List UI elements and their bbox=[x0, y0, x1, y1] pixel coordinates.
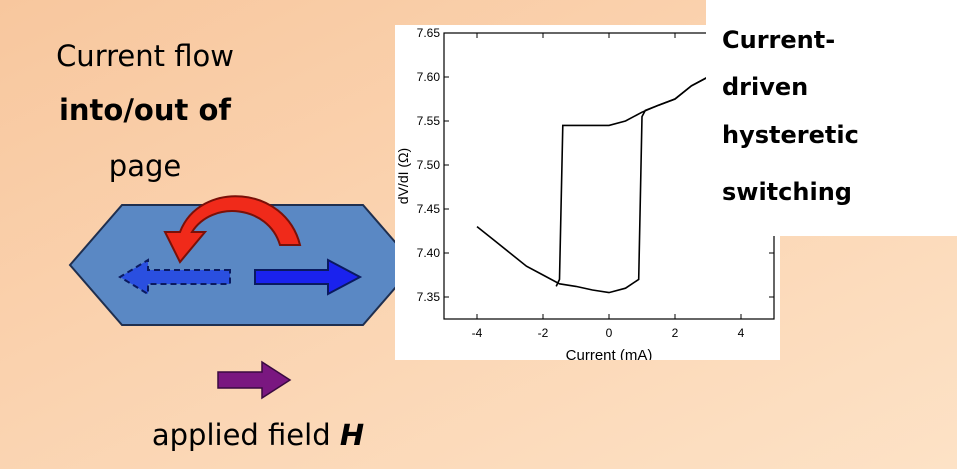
x-tick-label: 0 bbox=[606, 326, 613, 340]
overlay: Current- driven hysteretic switching bbox=[706, 0, 957, 236]
y-tick-label: 7.65 bbox=[417, 26, 441, 40]
y-axis-label: dV/dI (Ω) bbox=[395, 148, 411, 204]
y-tick-label: 7.50 bbox=[417, 158, 441, 172]
curved-arrow bbox=[163, 195, 302, 264]
y-tick-label: 7.55 bbox=[417, 114, 441, 128]
box-line: switching bbox=[722, 178, 852, 206]
y-tick-label: 7.45 bbox=[417, 202, 441, 216]
y-tick-label: 7.60 bbox=[417, 70, 441, 84]
text-box bbox=[706, 0, 957, 236]
y-tick-label: 7.40 bbox=[417, 246, 441, 260]
caption-line: into/out of bbox=[59, 93, 231, 127]
field-label: applied field H bbox=[152, 418, 364, 452]
x-tick-label: 2 bbox=[672, 326, 679, 340]
x-axis-label: Current (mA) bbox=[566, 347, 653, 364]
field-symbol: H bbox=[340, 418, 364, 452]
caption-line: Current flow bbox=[56, 39, 234, 73]
field-arrow bbox=[217, 360, 292, 400]
y-tick-label: 7.35 bbox=[417, 290, 441, 304]
field-text: applied field bbox=[152, 418, 331, 452]
x-tick-label: -4 bbox=[472, 326, 483, 340]
dashed-arrow bbox=[118, 258, 231, 296]
hexagon bbox=[68, 204, 417, 326]
box-line: driven bbox=[722, 73, 808, 101]
caption-line: page bbox=[109, 149, 181, 183]
x-tick-label: 4 bbox=[738, 326, 745, 340]
box-line: Current- bbox=[722, 26, 835, 54]
data-line bbox=[555, 76, 709, 287]
x-tick-label: -2 bbox=[538, 326, 549, 340]
box-line: hysteretic bbox=[722, 121, 859, 149]
arrow bbox=[254, 258, 363, 296]
